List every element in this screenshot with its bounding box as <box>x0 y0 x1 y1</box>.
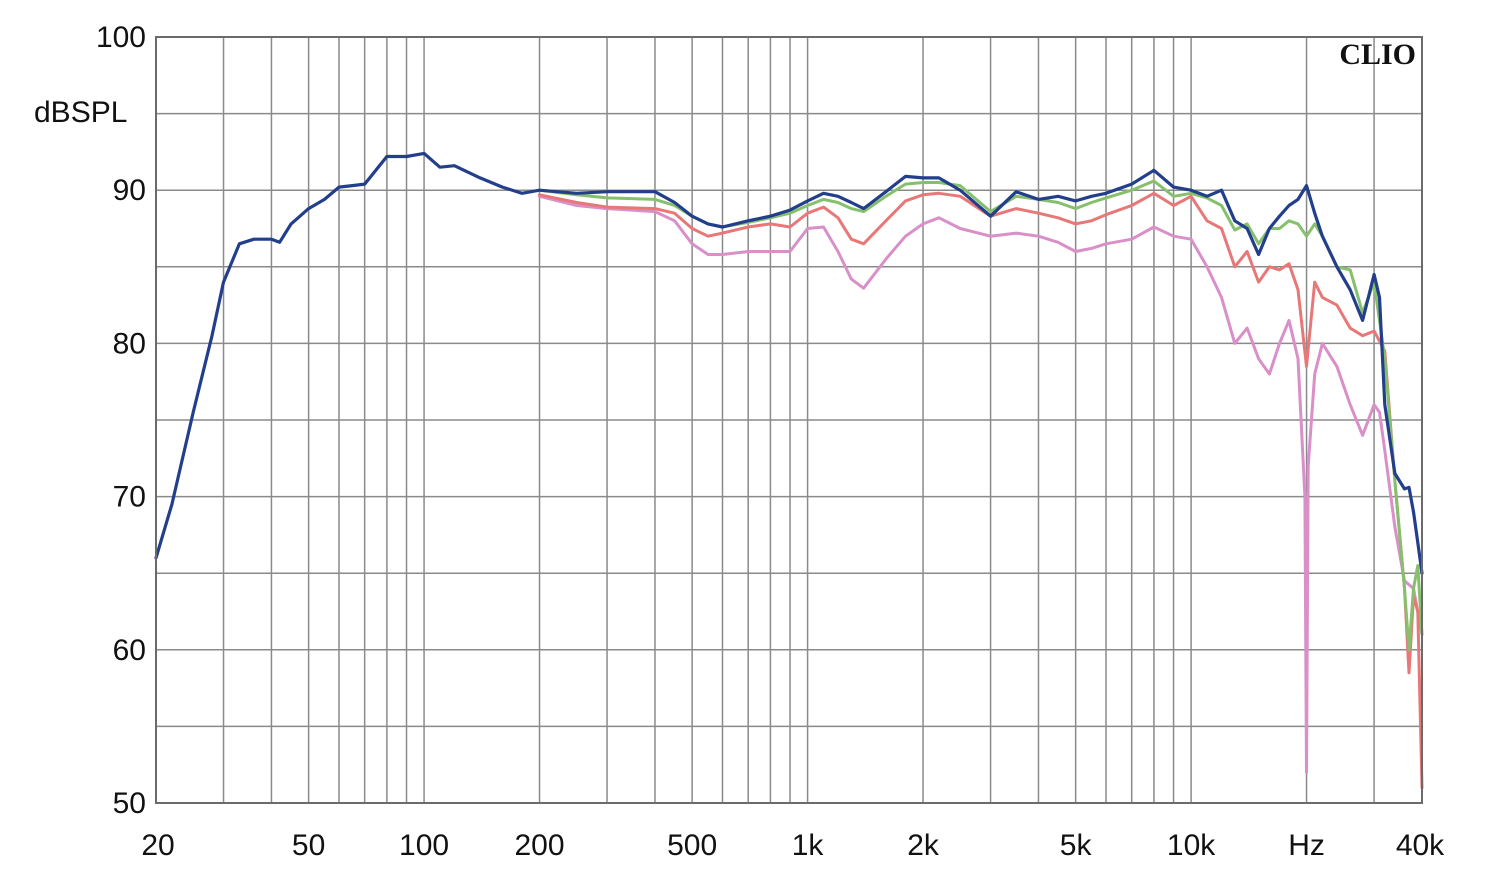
y-axis-unit-label: dBSPL <box>34 96 127 129</box>
x-tick-label: Hz <box>1288 829 1325 862</box>
x-tick-label: 2k <box>907 829 940 862</box>
x-tick-label: 1k <box>792 829 825 862</box>
y-tick-label: 100 <box>96 21 146 54</box>
y-tick-label: 50 <box>113 787 146 820</box>
x-tick-label: 50 <box>292 829 325 862</box>
x-tick-label: 100 <box>399 829 449 862</box>
x-tick-labels: 20 50 100 200 500 1k 2k 5k 10k Hz 40k <box>141 829 1445 862</box>
series-line-3 <box>538 179 1424 652</box>
x-tick-label: 200 <box>514 829 564 862</box>
y-tick-label: 80 <box>113 327 146 360</box>
series-line-1 <box>538 194 1424 774</box>
x-tick-label: 500 <box>667 829 717 862</box>
x-tick-label: 5k <box>1060 829 1093 862</box>
y-tick-label: 60 <box>113 634 146 667</box>
y-tick-label: 90 <box>113 174 146 207</box>
y-tick-label: 70 <box>113 481 146 514</box>
series-line-4 <box>154 151 1424 575</box>
y-tick-labels: 50 60 70 80 90 100 <box>96 21 146 820</box>
x-tick-label: 40k <box>1396 829 1445 862</box>
x-tick-label: 10k <box>1167 829 1216 862</box>
plot-frame <box>155 36 1423 804</box>
grid-lines <box>155 36 1423 804</box>
x-tick-label: 20 <box>141 829 174 862</box>
clio-brand-label: CLIO <box>1339 38 1416 71</box>
series-lines <box>154 151 1424 790</box>
series-line-2 <box>538 191 1424 790</box>
